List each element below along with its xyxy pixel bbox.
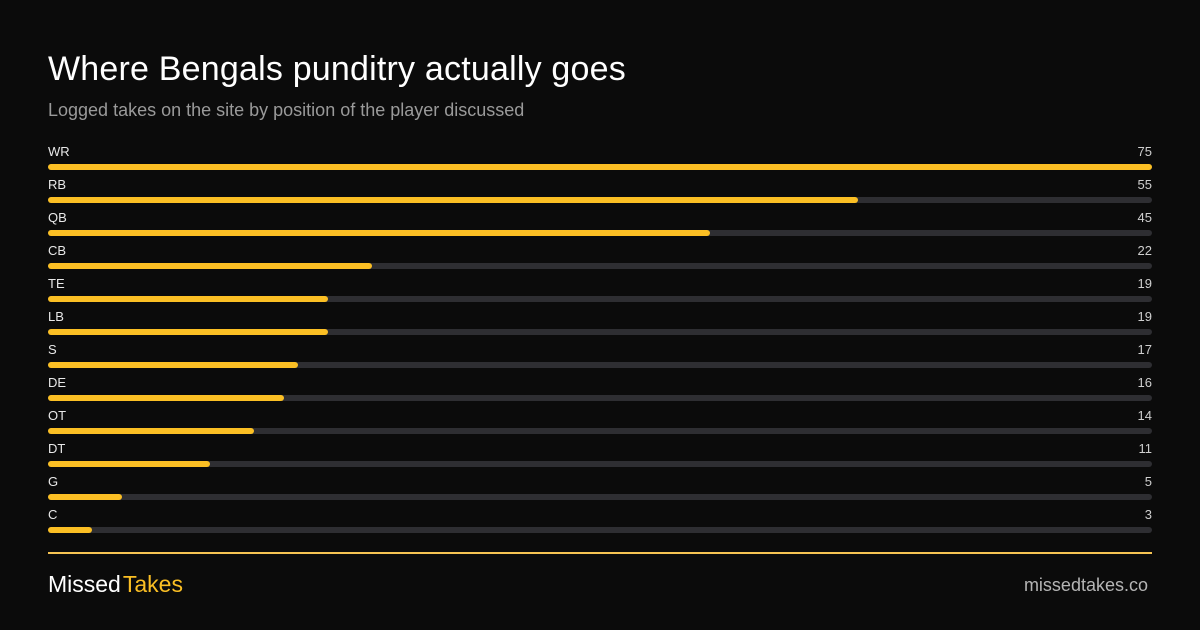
chart-title: Where Bengals punditry actually goes bbox=[48, 50, 626, 88]
bar-value-label: 19 bbox=[1137, 276, 1152, 291]
bar-label: G bbox=[48, 474, 59, 489]
bar-track bbox=[48, 395, 1152, 401]
bar-value-label: 11 bbox=[1138, 441, 1153, 456]
bar-label: LB bbox=[48, 309, 64, 324]
bar-row-wr: WR 75 bbox=[48, 144, 1152, 177]
bar bbox=[48, 230, 711, 236]
bar-row-dt: DT 11 bbox=[48, 441, 1152, 474]
bar-value-label: 75 bbox=[1137, 144, 1152, 159]
bar-track bbox=[48, 494, 1152, 500]
bar-chart: WR 75 RB 55 QB 45 CB 22 TE 19 LB 19 S 17 DE 16 OT 14 DT 11 G… bbox=[48, 144, 1152, 540]
bar bbox=[48, 197, 858, 203]
bar-value-label: 17 bbox=[1137, 342, 1152, 357]
bar bbox=[48, 428, 255, 434]
bar-row-rb: RB 55 bbox=[48, 177, 1152, 210]
footer-divider bbox=[48, 552, 1152, 554]
bar-label: TE bbox=[48, 276, 65, 291]
bar-value-label: 19 bbox=[1137, 309, 1152, 324]
bar-track bbox=[48, 263, 1152, 269]
brand-name-part-2: Takes bbox=[122, 571, 183, 597]
bar-row-lb: LB 19 bbox=[48, 309, 1152, 342]
bar-value-label: 22 bbox=[1137, 243, 1152, 258]
brand-name-part-1: Missed bbox=[48, 571, 121, 597]
bar bbox=[48, 461, 210, 467]
bar-track bbox=[48, 461, 1152, 467]
bar-value-label: 45 bbox=[1137, 210, 1152, 225]
chart-subtitle: Logged takes on the site by position of … bbox=[48, 100, 525, 120]
bar-track bbox=[48, 296, 1152, 302]
bar-label: OT bbox=[48, 408, 67, 423]
bar-row-ot: OT 14 bbox=[48, 408, 1152, 441]
bar bbox=[48, 494, 122, 500]
bar-track bbox=[48, 362, 1152, 368]
bar-row-qb: QB 45 bbox=[48, 210, 1152, 243]
bar bbox=[48, 395, 284, 401]
bar-track bbox=[48, 527, 1152, 533]
bar-value-label: 55 bbox=[1137, 177, 1152, 192]
bar-label: S bbox=[48, 342, 57, 357]
bar-value-label: 3 bbox=[1144, 507, 1152, 522]
bar-row-de: DE 16 bbox=[48, 375, 1152, 408]
bar-label: DT bbox=[48, 441, 66, 456]
bar-track bbox=[48, 428, 1152, 434]
bar-value-label: 16 bbox=[1137, 375, 1152, 390]
bar-track bbox=[48, 197, 1152, 203]
bar-label: DE bbox=[48, 375, 67, 390]
bar-value-label: 14 bbox=[1137, 408, 1152, 423]
bar-value-label: 5 bbox=[1144, 474, 1152, 489]
bar bbox=[48, 164, 1152, 170]
brand-logo[interactable]: MissedTakes bbox=[48, 571, 183, 598]
bar-label: QB bbox=[48, 210, 67, 225]
bar bbox=[48, 296, 328, 302]
bar bbox=[48, 263, 372, 269]
bar-track bbox=[48, 329, 1152, 335]
bar-row-cb: CB 22 bbox=[48, 243, 1152, 276]
bar-label: C bbox=[48, 507, 58, 522]
bar-label: WR bbox=[48, 144, 70, 159]
site-url[interactable]: missedtakes.co bbox=[1023, 575, 1148, 595]
bar bbox=[48, 527, 93, 533]
bar-track bbox=[48, 230, 1152, 236]
bar bbox=[48, 329, 328, 335]
bar-track bbox=[48, 164, 1152, 170]
bar bbox=[48, 362, 299, 368]
bar-label: CB bbox=[48, 243, 67, 258]
bar-label: RB bbox=[48, 177, 67, 192]
bar-row-s: S 17 bbox=[48, 342, 1152, 375]
bar-row-te: TE 19 bbox=[48, 276, 1152, 309]
